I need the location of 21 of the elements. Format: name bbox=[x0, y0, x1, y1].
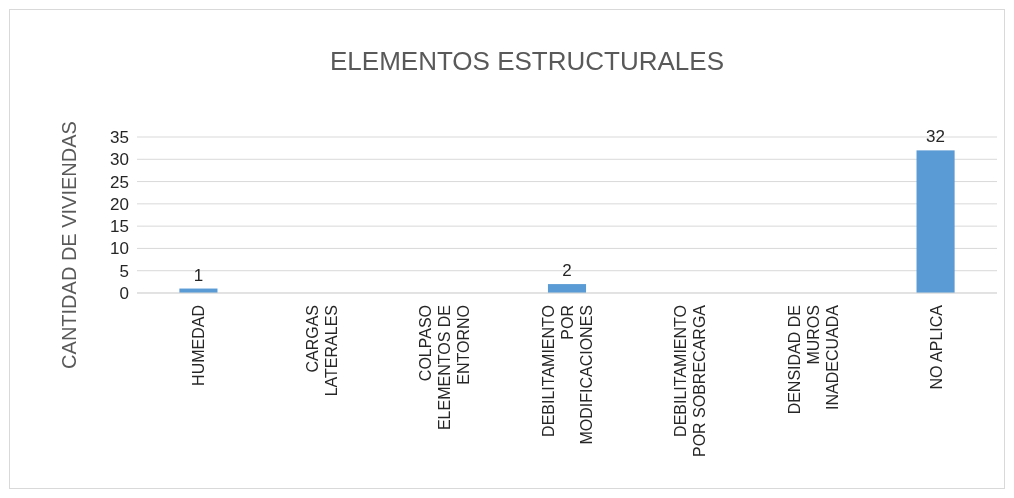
y-tick-label: 25 bbox=[110, 172, 129, 192]
y-tick-label: 5 bbox=[119, 261, 129, 281]
x-tick-label: DEBILITAMIENTO POR MODIFICACIONES bbox=[540, 305, 595, 445]
data-label: 1 bbox=[193, 265, 204, 285]
x-tick-label: DENSIDAD DE MUROS INADECUADA bbox=[785, 304, 841, 415]
y-axis-title: CANTIDAD DE VIVIENDAS bbox=[58, 121, 80, 369]
x-tick-label: NO APLICA bbox=[927, 304, 945, 390]
data-label: 2 bbox=[562, 261, 572, 281]
y-tick-label: 20 bbox=[110, 194, 129, 214]
y-tick-label: 35 bbox=[110, 127, 129, 147]
y-tick-label: 0 bbox=[119, 283, 129, 303]
x-tick-label: CARGAS LATERALES bbox=[303, 305, 340, 397]
x-tick-label: COLPASO ELEMENTOS DE ENTORNO bbox=[417, 305, 473, 431]
y-tick-label: 10 bbox=[110, 239, 129, 259]
chart-title: ELEMENTOS ESTRUCTURALES bbox=[330, 46, 724, 76]
bar bbox=[916, 150, 955, 293]
data-label: 32 bbox=[926, 127, 946, 147]
y-tick-label: 15 bbox=[110, 217, 129, 237]
y-tick-label: 30 bbox=[110, 150, 129, 170]
x-tick-label: HUMEDAD bbox=[190, 305, 208, 386]
x-tick-label: DEBILITAMIENTO POR SOBRECARGA bbox=[672, 304, 709, 458]
